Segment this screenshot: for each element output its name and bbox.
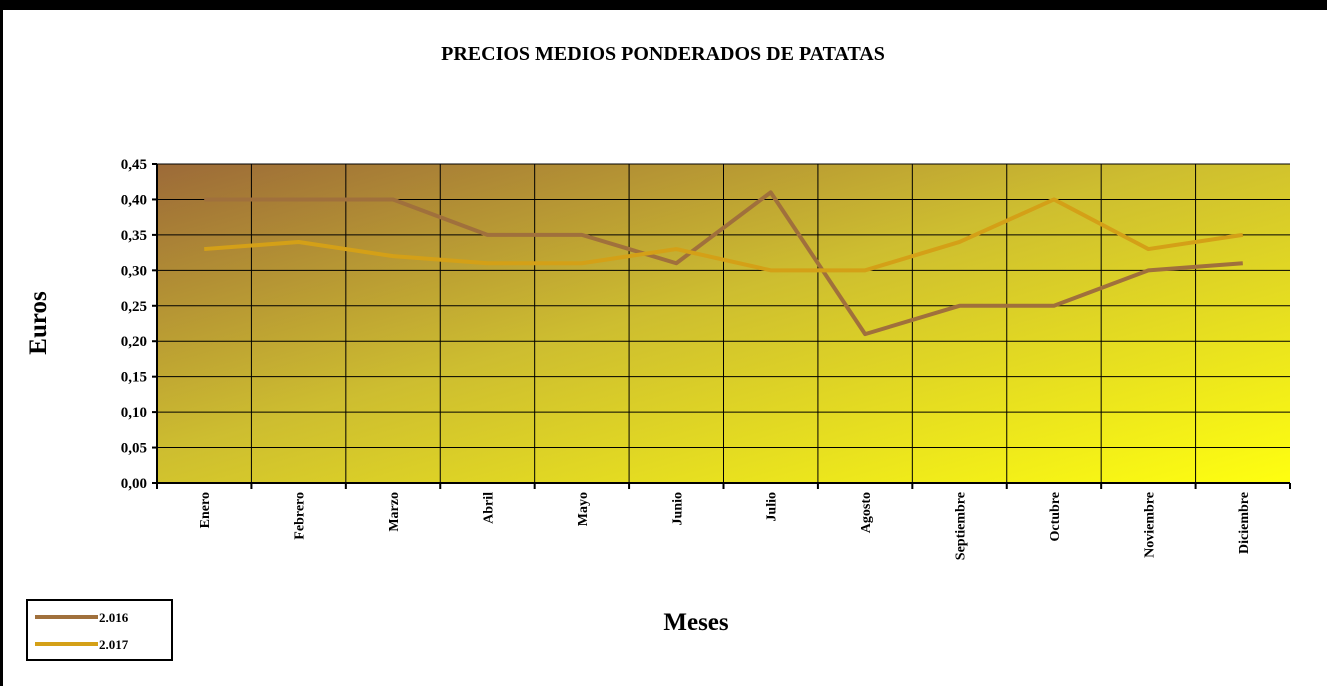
y-tick-label: 0,15 — [121, 370, 147, 386]
series-line — [204, 190, 1243, 337]
y-tick-label: 0,30 — [121, 263, 147, 279]
x-tick-label: Enero — [198, 492, 213, 528]
legend: 2.016 2.017 — [26, 599, 173, 661]
legend-label: 2.016 — [99, 610, 129, 625]
y-tick-label: 0,40 — [121, 192, 147, 208]
chart-title: PRECIOS MEDIOS PONDERADOS DE PATATAS — [441, 43, 885, 65]
x-tick-label: Marzo — [387, 492, 402, 532]
y-axis-label: Euros — [25, 291, 52, 355]
x-tick-label: Diciembre — [1237, 492, 1252, 554]
legend-label: 2.017 — [99, 637, 129, 652]
x-axis-label: Meses — [663, 609, 729, 636]
y-tick-label: 0,25 — [121, 299, 147, 315]
x-tick-label: Septiembre — [954, 492, 969, 560]
x-tick-label: Febrero — [293, 492, 308, 540]
y-tick-label: 0,10 — [121, 405, 147, 421]
x-tick-label: Noviembre — [1142, 492, 1157, 558]
x-tick-label: Octubre — [1048, 492, 1063, 542]
x-tick-label: Agosto — [859, 492, 874, 533]
x-tick-label: Abril — [481, 492, 496, 524]
x-tick-label: Julio — [765, 492, 780, 522]
x-tick-label: Mayo — [576, 492, 591, 526]
left-border — [0, 0, 3, 686]
y-tick-label: 0,45 — [121, 157, 147, 173]
y-tick-label: 0,20 — [121, 334, 147, 350]
x-tick-label: Junio — [670, 492, 685, 525]
legend-box — [26, 599, 173, 661]
y-tick-label: 0,00 — [121, 476, 147, 492]
series-line — [204, 197, 1244, 273]
top-border — [0, 0, 1327, 10]
y-tick-label: 0,05 — [121, 441, 147, 457]
y-tick-label: 0,35 — [121, 228, 147, 244]
